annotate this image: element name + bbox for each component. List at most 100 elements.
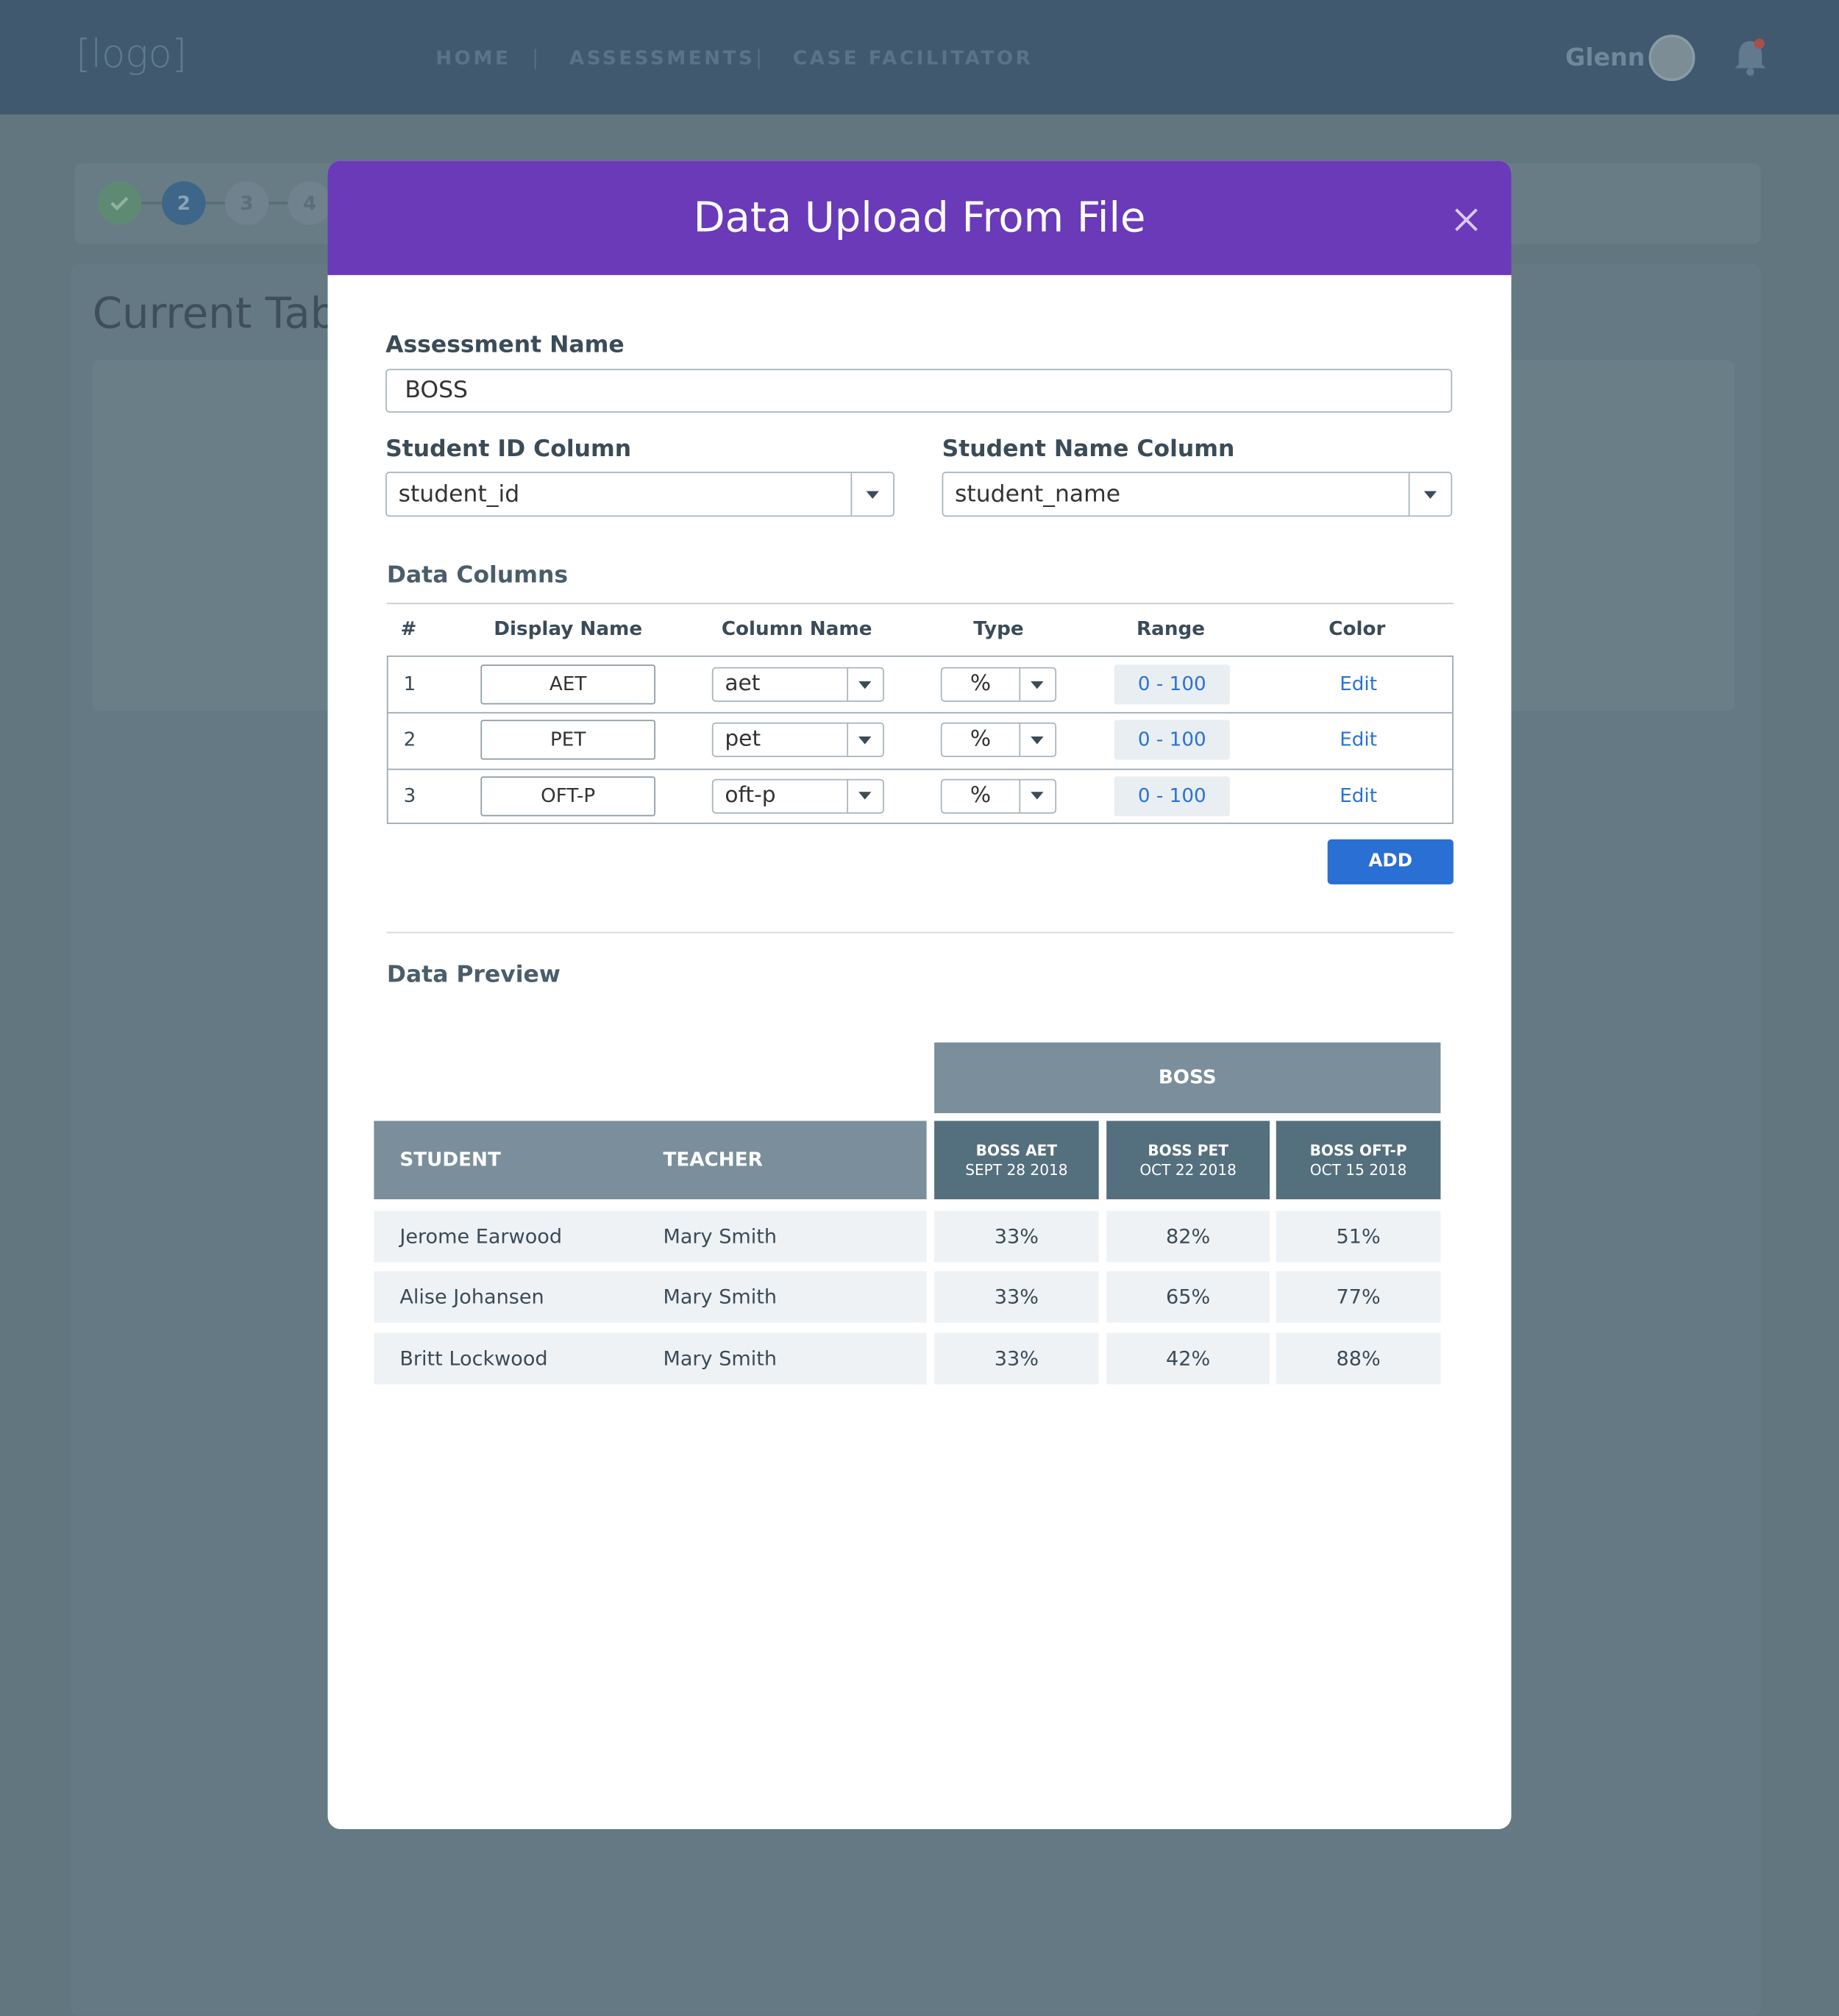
field-label: Assessment Name bbox=[385, 331, 625, 359]
edit-link[interactable]: Edit bbox=[1340, 728, 1377, 751]
nav-link[interactable]: HOME bbox=[435, 46, 511, 70]
dropdown-arrow bbox=[858, 681, 872, 689]
row-number: 1 bbox=[403, 672, 416, 696]
student-name: Jerome Earwood bbox=[399, 1224, 563, 1249]
step: 2 bbox=[162, 181, 206, 225]
display-name-input[interactable]: PET bbox=[480, 720, 655, 761]
row-divider bbox=[388, 768, 1453, 770]
select[interactable]: % bbox=[940, 723, 1057, 758]
row-band bbox=[374, 1271, 927, 1323]
select[interactable]: % bbox=[940, 667, 1057, 702]
select[interactable]: % bbox=[940, 778, 1057, 814]
select[interactable]: oft-p bbox=[711, 778, 884, 814]
teacher-name: Mary Smith bbox=[663, 1285, 778, 1309]
modal: Data Upload From File Assessment Name BOSS… bbox=[327, 160, 1512, 1830]
input-value: OFT-P bbox=[541, 783, 596, 807]
dropdown-arrow bbox=[858, 736, 872, 745]
edit-link[interactable]: Edit bbox=[1340, 672, 1377, 696]
dropdown-arrow bbox=[1031, 792, 1044, 800]
input-value: BOSS bbox=[405, 376, 469, 404]
column-header: STUDENT bbox=[399, 1148, 501, 1171]
select-divider bbox=[850, 472, 853, 516]
assessment-header: BOSS OFT-P OCT 15 2018 bbox=[1276, 1121, 1441, 1199]
dropdown-arrow bbox=[1423, 490, 1437, 498]
section-rule bbox=[386, 603, 1454, 605]
display-name-input[interactable]: AET bbox=[480, 664, 655, 705]
step: 3 bbox=[224, 181, 269, 225]
select[interactable]: pet bbox=[711, 723, 884, 758]
header-band bbox=[374, 1121, 927, 1199]
avatar[interactable] bbox=[1648, 35, 1696, 82]
input-value: PET bbox=[550, 728, 586, 751]
teacher-name: Mary Smith bbox=[663, 1346, 778, 1371]
nav-link[interactable]: ASSESSMENTS bbox=[569, 46, 755, 70]
nav-separator bbox=[534, 49, 536, 70]
score-cell: 88% bbox=[1276, 1332, 1441, 1385]
text-input[interactable]: BOSS bbox=[385, 369, 1453, 413]
select-value: % bbox=[970, 782, 992, 809]
column-header: TEACHER bbox=[663, 1148, 763, 1171]
select-value: student_id bbox=[398, 480, 520, 508]
row-divider bbox=[388, 712, 1453, 714]
dropdown-arrow bbox=[1031, 736, 1044, 745]
select-divider bbox=[1408, 472, 1410, 516]
group-header: BOSS bbox=[934, 1042, 1441, 1113]
section-title: Data Preview bbox=[386, 961, 561, 989]
score-cell: 77% bbox=[1276, 1271, 1441, 1323]
select[interactable]: aet bbox=[711, 667, 884, 702]
student-name: Britt Lockwood bbox=[399, 1346, 548, 1371]
step-done bbox=[97, 181, 142, 225]
modal-header: Data Upload From File bbox=[327, 160, 1512, 275]
select-value: aet bbox=[725, 670, 761, 697]
column-header: Type bbox=[973, 617, 1024, 641]
select-divider bbox=[1019, 668, 1021, 701]
select[interactable]: student_id bbox=[385, 472, 894, 517]
range-box[interactable]: 0 - 100 bbox=[1114, 775, 1230, 816]
range-box[interactable]: 0 - 100 bbox=[1114, 664, 1230, 705]
column-header: Column Name bbox=[721, 617, 872, 641]
assessment-name: BOSS PET bbox=[1148, 1141, 1228, 1160]
score-cell: 42% bbox=[1106, 1332, 1270, 1385]
top-bar bbox=[0, 0, 1839, 115]
close-button[interactable] bbox=[1452, 206, 1480, 234]
select-divider bbox=[1019, 779, 1021, 812]
assessment-name: BOSS OFT-P bbox=[1309, 1141, 1407, 1160]
score-cell: 33% bbox=[934, 1271, 1099, 1323]
dropdown-arrow bbox=[865, 490, 879, 498]
logo: [logo] bbox=[76, 32, 188, 77]
teacher-name: Mary Smith bbox=[663, 1224, 778, 1249]
nav-link[interactable]: CASE FACILITATOR bbox=[792, 46, 1034, 70]
assessment-date: OCT 15 2018 bbox=[1309, 1160, 1407, 1179]
dropdown-arrow bbox=[1031, 681, 1044, 689]
display-name-input[interactable]: OFT-P bbox=[480, 775, 655, 816]
select-divider bbox=[847, 724, 849, 756]
select-value: % bbox=[970, 726, 992, 753]
row-band bbox=[374, 1332, 927, 1385]
nav-separator bbox=[758, 49, 760, 70]
column-header: Range bbox=[1137, 617, 1206, 641]
edit-link[interactable]: Edit bbox=[1340, 783, 1377, 807]
select-divider bbox=[847, 779, 849, 812]
score-cell: 33% bbox=[934, 1210, 1099, 1263]
column-header: Color bbox=[1328, 617, 1386, 641]
check-icon bbox=[110, 196, 129, 211]
modal-title: Data Upload From File bbox=[693, 193, 1146, 242]
columns-table: 1 AET aet% 0 - 100 Edit 2 PET pet% 0 - 100 Edit 3 O… bbox=[386, 655, 1454, 824]
input-value: AET bbox=[549, 672, 587, 696]
select-value: oft-p bbox=[725, 782, 776, 809]
select-divider bbox=[1019, 724, 1021, 756]
step-line bbox=[119, 202, 313, 205]
select[interactable]: student_name bbox=[942, 472, 1453, 517]
range-box[interactable]: 0 - 100 bbox=[1114, 720, 1230, 761]
field-label: Student ID Column bbox=[385, 436, 632, 463]
section-rule bbox=[386, 931, 1454, 934]
score-cell: 65% bbox=[1106, 1271, 1270, 1323]
add-button[interactable]: ADD bbox=[1327, 839, 1454, 884]
notification-bell[interactable] bbox=[1732, 36, 1768, 77]
user-name[interactable]: Glenn bbox=[1565, 43, 1646, 72]
column-header: Display Name bbox=[494, 617, 643, 641]
assessment-date: OCT 22 2018 bbox=[1139, 1160, 1237, 1179]
column-header: # bbox=[400, 617, 417, 641]
